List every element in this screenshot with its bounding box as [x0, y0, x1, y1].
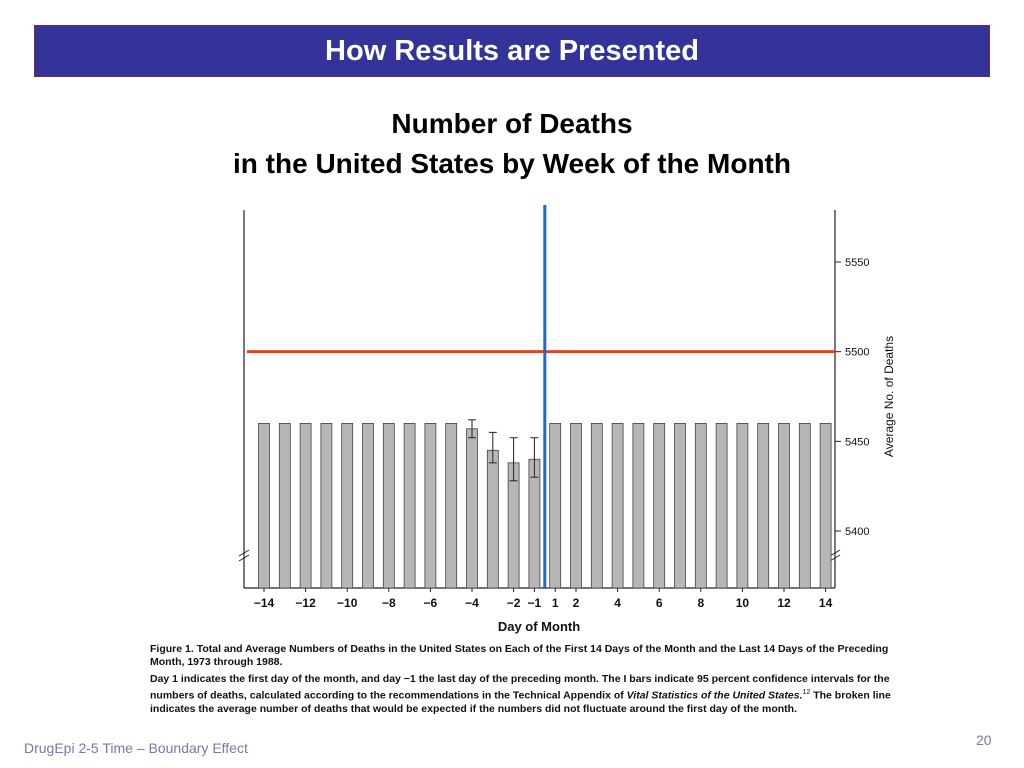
- x-tick-label--6: −6: [424, 596, 438, 610]
- x-tick-label--1: −1: [528, 596, 542, 610]
- bar-day-3: [590, 422, 603, 589]
- bar-day--3: [486, 449, 499, 589]
- slide-title: How Results are Presented: [325, 34, 699, 67]
- y-tick-label-5550: 5550: [845, 257, 869, 269]
- bar-day--10: [341, 422, 354, 589]
- bar-day-2: [570, 422, 582, 589]
- bar-day--7: [403, 422, 416, 589]
- bar-day--11: [320, 422, 333, 589]
- note-text-1: Day 1 indicates the first day of the mon…: [150, 672, 890, 702]
- bar-day-6: [653, 422, 666, 589]
- deaths-bar-chart: 5400 5450 5500 5550 Average No. of Deaths −1…: [238, 205, 896, 634]
- axis-break-mark: [238, 549, 250, 557]
- figure-caption: Figure 1. Total and Average Numbers of D…: [150, 643, 900, 720]
- figure-text: Total and Average Numbers of Deaths in t…: [150, 643, 889, 669]
- x-axis: −14 −12 −10 −8 −6 −4 −2 −1 1 2 4 6 8 10 12 14 Day of Mon…: [254, 588, 833, 634]
- caption-paragraph-1: Figure 1. Total and Average Numbers of D…: [150, 643, 900, 670]
- bar-day-12: [778, 422, 790, 589]
- note-text-2: The broken line indicates the average nu…: [150, 689, 891, 716]
- x-tick-label--8: −8: [382, 596, 396, 610]
- y-axis: 5400 5450 5500 5550 Average No. of Deaths: [835, 257, 896, 538]
- bar-day-1: [549, 422, 562, 589]
- x-axis-label: Day of Month: [498, 619, 580, 634]
- page-number: 20: [976, 732, 992, 748]
- bar-day--9: [362, 422, 374, 589]
- bar-day-4: [611, 422, 624, 589]
- x-tick-label--12: −12: [295, 596, 316, 610]
- chart-bars: [258, 422, 832, 589]
- x-tick-label--10: −10: [337, 596, 358, 610]
- x-tick-label-4: 4: [614, 596, 621, 610]
- bar-day--5: [445, 422, 458, 589]
- bar-day-11: [757, 422, 770, 589]
- subtitle-line-1: Number of Deaths: [391, 108, 633, 139]
- x-tick-label-14: 14: [819, 596, 833, 610]
- bar-day-7: [674, 422, 686, 589]
- axis-break-mark: [829, 549, 841, 557]
- x-tick-label-2: 2: [573, 596, 580, 610]
- x-tick-label--14: −14: [254, 596, 275, 610]
- bar-day--2: [507, 462, 520, 589]
- y-tick-label-5500: 5500: [845, 347, 869, 359]
- subtitle-line-2: in the United States by Week of the Mont…: [233, 148, 791, 179]
- x-tick-label-12: 12: [777, 596, 791, 610]
- x-tick-label-10: 10: [736, 596, 750, 610]
- x-tick-label--4: −4: [465, 596, 479, 610]
- bar-day--6: [424, 422, 437, 589]
- bar-day-14: [819, 422, 832, 589]
- y-axis-label: Average No. of Deaths: [882, 336, 896, 457]
- bar-day--4: [466, 428, 478, 589]
- bar-day--8: [382, 422, 395, 589]
- chart-error-bars: [468, 419, 539, 482]
- figure-label: Figure 1.: [150, 643, 194, 655]
- note-source: Vital Statistics of the United States.: [626, 689, 803, 702]
- x-tick-label--2: −2: [507, 596, 521, 610]
- bar-day-8: [694, 422, 707, 589]
- bar-day--1: [528, 458, 541, 589]
- chart-subtitle: Number of Deaths in the United States by…: [0, 104, 1024, 184]
- bar-day--13: [278, 422, 291, 589]
- bar-day-10: [736, 422, 749, 589]
- bar-day-5: [632, 422, 645, 589]
- y-tick-label-5450: 5450: [845, 436, 869, 448]
- bar-day-13: [798, 422, 811, 589]
- bar-day--14: [258, 422, 270, 589]
- note-ref: 12: [802, 689, 811, 697]
- slide-title-bar: How Results are Presented: [34, 25, 990, 77]
- bar-day--12: [299, 422, 312, 589]
- axis-break-mark: [238, 554, 250, 562]
- x-tick-label-6: 6: [656, 596, 663, 610]
- axis-break-mark: [829, 554, 841, 562]
- y-tick-label-5400: 5400: [845, 526, 869, 538]
- x-tick-label-1: 1: [552, 596, 559, 610]
- chart-overlay: [247, 205, 835, 588]
- bar-day-9: [715, 422, 728, 589]
- caption-paragraph-2: Day 1 indicates the first day of the mon…: [150, 673, 900, 717]
- x-tick-label-8: 8: [697, 596, 704, 610]
- slide-footer: DrugEpi 2-5 Time – Boundary Effect: [24, 740, 248, 756]
